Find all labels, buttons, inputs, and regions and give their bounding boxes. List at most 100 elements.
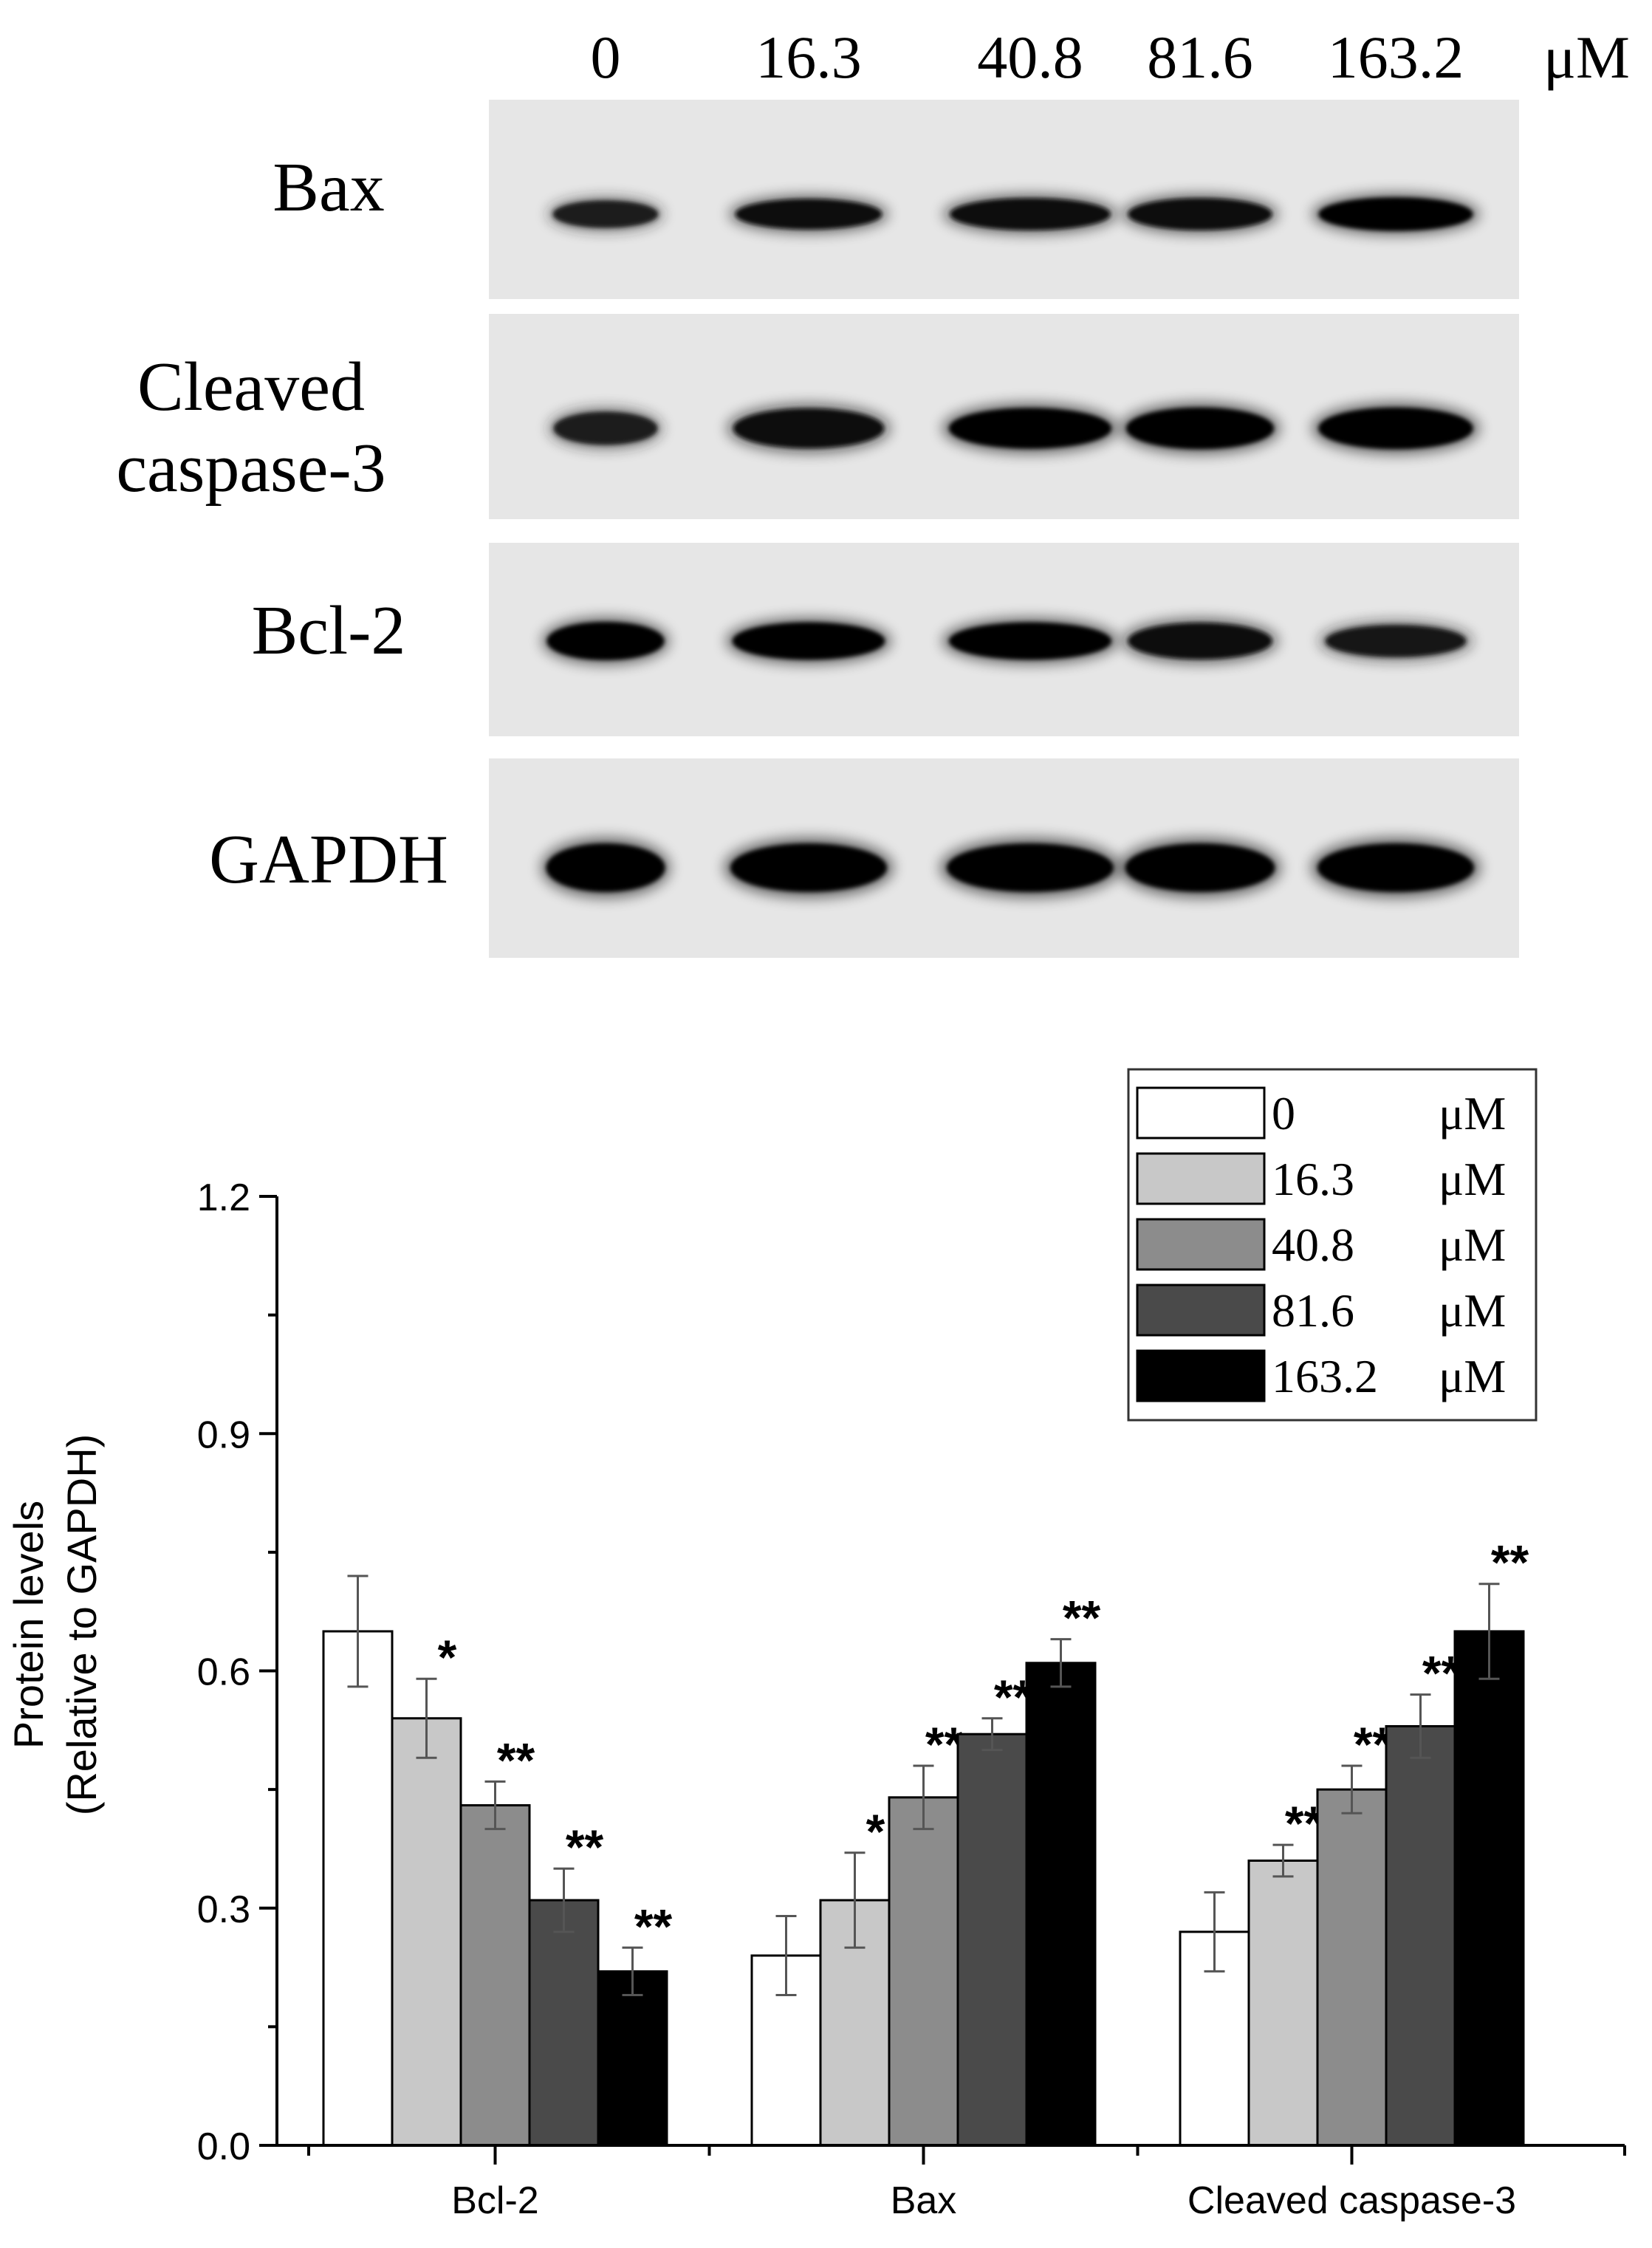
legend-swatch bbox=[1136, 1218, 1266, 1271]
blot-row-label: caspase-3 bbox=[116, 430, 385, 507]
dose-label-row: 0 16.3 40.8 81.6 163.2 μM bbox=[591, 24, 1630, 91]
blot-band-lane-3 bbox=[1128, 198, 1272, 230]
error-bar bbox=[1478, 1583, 1500, 1680]
blot-band-lane-1 bbox=[732, 622, 885, 660]
blot-band-lane-4 bbox=[1318, 407, 1473, 450]
dose-label-4: 163.2 bbox=[1328, 24, 1464, 91]
significance-marker: ** bbox=[497, 1733, 535, 1787]
bar-bcl-2-dose-0 bbox=[322, 1630, 394, 2147]
dose-label-3: 81.6 bbox=[1147, 24, 1253, 91]
blot-band-lane-0 bbox=[546, 622, 665, 660]
bar-bax-dose-2 bbox=[888, 1796, 959, 2147]
error-bar bbox=[1410, 1693, 1431, 1759]
legend-swatch bbox=[1136, 1349, 1266, 1402]
blot-band-lane-1 bbox=[735, 199, 882, 230]
significance-marker: * bbox=[866, 1804, 885, 1859]
blot-band-lane-1 bbox=[733, 408, 884, 448]
y-tick-label: 0.3 bbox=[197, 1888, 250, 1931]
error-bar bbox=[775, 1914, 797, 1997]
legend-unit: μM bbox=[1439, 1153, 1506, 1205]
y-axis-label-line-2: (Relative to GAPDH) bbox=[58, 1434, 105, 1816]
error-bar bbox=[844, 1851, 866, 1949]
legend-unit: μM bbox=[1439, 1284, 1506, 1337]
y-tick-label: 0.9 bbox=[197, 1413, 250, 1456]
legend-unit: μM bbox=[1439, 1219, 1506, 1271]
legend-label: 40.8 bbox=[1272, 1219, 1354, 1271]
error-bar bbox=[981, 1717, 1003, 1752]
error-bar bbox=[1204, 1891, 1225, 1973]
blot-band-lane-3 bbox=[1128, 623, 1272, 659]
x-tick-label: Bax bbox=[891, 2179, 957, 2222]
dose-unit-label: μM bbox=[1543, 24, 1630, 91]
blot-row-label: GAPDH bbox=[209, 821, 448, 898]
dose-label-2: 40.8 bbox=[977, 24, 1083, 91]
error-bar bbox=[1341, 1764, 1363, 1814]
bar-cleaved-caspase-3-dose-3 bbox=[1385, 1724, 1456, 2147]
bar-chart: ** **** ** ****** ******** 0.00.30.60.91.2Bc… bbox=[5, 1068, 1626, 2222]
blot-band-lane-0 bbox=[552, 200, 659, 228]
blot-band-lane-3 bbox=[1126, 407, 1274, 450]
legend-label: 81.6 bbox=[1272, 1284, 1354, 1337]
bar-bcl-2-dose-3 bbox=[528, 1899, 600, 2147]
legend-swatch bbox=[1136, 1284, 1266, 1337]
y-axis-label: Protein levels (Relative to GAPDH) bbox=[5, 1434, 105, 1816]
y-tick-label: 0.6 bbox=[197, 1651, 250, 1694]
bar-bax-dose-4 bbox=[1025, 1662, 1097, 2147]
blot-band-lane-2 bbox=[949, 408, 1111, 449]
bar-bcl-2-dose-2 bbox=[459, 1804, 531, 2147]
legend-unit: μM bbox=[1439, 1087, 1506, 1140]
error-bar bbox=[1050, 1638, 1072, 1688]
blot-panel-bcl-2: Bcl-2 bbox=[252, 543, 1519, 736]
significance-marker: ** bbox=[634, 1899, 673, 1953]
blot-row-label: Cleaved bbox=[137, 349, 365, 425]
chart-axes: 0.0 0.3 0.6 0.9 1.2 Bcl-2 Bax Cleaved caspase-3 bbox=[197, 1176, 1626, 2222]
y-tick-label: 0.0 bbox=[197, 2125, 250, 2168]
blot-band-lane-0 bbox=[553, 411, 658, 445]
legend-label: 0 bbox=[1272, 1087, 1295, 1140]
blot-row-label: Bax bbox=[273, 149, 384, 226]
error-bar bbox=[484, 1780, 506, 1831]
error-bar bbox=[913, 1764, 934, 1831]
legend-unit: μM bbox=[1439, 1350, 1506, 1402]
blot-band-lane-4 bbox=[1325, 625, 1467, 657]
blot-band-lane-4 bbox=[1317, 843, 1474, 892]
blot-band-lane-0 bbox=[546, 843, 665, 892]
blot-panel-bax: Bax bbox=[273, 100, 1519, 299]
error-bar bbox=[622, 1946, 643, 1997]
blot-band-lane-2 bbox=[949, 622, 1111, 660]
bar-cleaved-caspase-3-dose-1 bbox=[1247, 1860, 1319, 2147]
legend-swatch bbox=[1136, 1152, 1266, 1205]
legend: 0 μM 16.3 μM 40.8 μM 81.6 μM 163.2 μM bbox=[1127, 1068, 1538, 1422]
western-blot: 0 16.3 40.8 81.6 163.2 μM Bax Cleavedcasp… bbox=[116, 24, 1630, 958]
significance-marker: ** bbox=[1491, 1535, 1529, 1590]
significance-marker: ** bbox=[566, 1820, 604, 1874]
legend-swatch bbox=[1136, 1086, 1266, 1140]
bar-bax-dose-3 bbox=[956, 1733, 1028, 2147]
error-bar bbox=[1272, 1843, 1294, 1878]
blot-panel-gapdh: GAPDH bbox=[209, 758, 1519, 958]
dose-label-0: 0 bbox=[591, 24, 621, 91]
blot-row-label: Bcl-2 bbox=[252, 592, 406, 669]
significance-marker: ** bbox=[1063, 1591, 1101, 1645]
x-tick-label: Bcl-2 bbox=[451, 2179, 538, 2222]
error-bar bbox=[553, 1867, 575, 1933]
bar-bcl-2-dose-1 bbox=[391, 1717, 462, 2147]
bar-series: ** **** ** ****** ******** bbox=[322, 1535, 1529, 2147]
legend-label: 16.3 bbox=[1272, 1153, 1354, 1205]
bar-cleaved-caspase-3-dose-4 bbox=[1453, 1630, 1525, 2147]
bar-cleaved-caspase-3-dose-2 bbox=[1316, 1788, 1388, 2147]
y-tick-label: 1.2 bbox=[197, 1176, 250, 1219]
blot-band-lane-4 bbox=[1318, 197, 1473, 231]
blot-band-lane-3 bbox=[1125, 843, 1275, 892]
error-bar bbox=[416, 1677, 437, 1759]
y-axis-label-line-1: Protein levels bbox=[5, 1501, 52, 1749]
blot-band-lane-2 bbox=[947, 843, 1114, 892]
dose-label-1: 16.3 bbox=[755, 24, 862, 91]
error-bar bbox=[347, 1574, 369, 1688]
legend-label: 163.2 bbox=[1272, 1350, 1378, 1402]
significance-marker: * bbox=[438, 1630, 457, 1685]
bar-bcl-2-dose-4 bbox=[597, 1970, 668, 2147]
blot-band-lane-2 bbox=[950, 198, 1111, 230]
